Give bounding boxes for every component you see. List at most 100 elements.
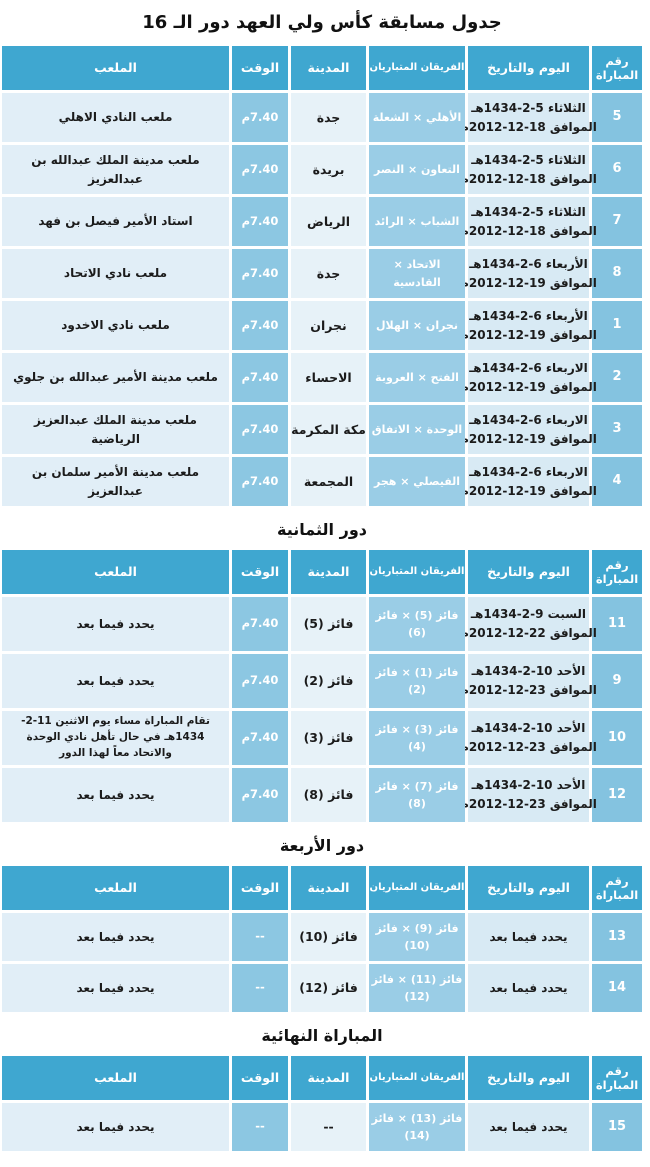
date-cell: الاربعاء 6-2-1434هـ الموافق 19-12-2012م: [460, 405, 597, 454]
match-number-cell: 2: [592, 353, 642, 402]
col-header-stadium: الملعب: [2, 866, 229, 910]
match-number-cell: 9: [592, 654, 642, 708]
col-header-stadium: الملعب: [2, 1056, 229, 1100]
col-header-match-no: رقم المباراة: [592, 1056, 642, 1100]
match-number-cell: 1: [592, 301, 642, 350]
teams-cell: الاتحاد × القادسية: [369, 249, 465, 298]
date-cell: الأربعاء 6-2-1434هـ الموافق 19-12-2012م: [460, 249, 597, 298]
col-header-teams: الفريقان المتباريان: [369, 1056, 465, 1100]
date-cell: الثلاثاء 5-2-1434هـ الموافق 18-12-2012م: [460, 93, 597, 142]
match-number-cell: 14: [592, 964, 642, 1012]
section-title-semifinals: دور الأربعة: [279, 836, 365, 855]
date-cell: الأربعاء 6-2-1434هـ الموافق 19-12-2012م: [460, 301, 597, 350]
time-cell: 7.40م: [232, 457, 288, 506]
match-number-cell: 5: [592, 93, 642, 142]
col-header-stadium: الملعب: [2, 550, 229, 594]
city-cell: الرياض: [291, 197, 366, 246]
date-cell: يحدد فيما بعد: [468, 913, 589, 961]
date-cell: السبت 9-2-1434هـ الموافق 22-12-2012م: [460, 597, 597, 651]
table-header-row: رقم المباراة اليوم والتاريخ الفريقان الم…: [2, 46, 642, 90]
col-header-date: اليوم والتاريخ: [468, 46, 589, 90]
time-cell: 7.40م: [232, 597, 288, 651]
match-row: 15 يحدد فيما بعد فائز (13) × فائز (14) -…: [2, 1103, 642, 1151]
round-of-4-table: رقم المباراة اليوم والتاريخ الفريقان الم…: [2, 866, 642, 1012]
match-number-cell: 15: [592, 1103, 642, 1151]
time-cell: 7.40م: [232, 654, 288, 708]
stadium-cell: يحدد فيما بعد: [2, 654, 229, 708]
match-number-cell: 4: [592, 457, 642, 506]
city-cell: فائز (12): [291, 964, 366, 1012]
city-cell: الاحساء: [291, 353, 366, 402]
city-cell: فائز (3): [291, 711, 366, 765]
time-cell: 7.40م: [232, 249, 288, 298]
col-header-date: اليوم والتاريخ: [468, 550, 589, 594]
match-row: 1 الأربعاء 6-2-1434هـ الموافق 19-12-2012…: [2, 301, 642, 350]
teams-cell: فائز (9) × فائز (10): [369, 913, 465, 961]
col-header-date: اليوم والتاريخ: [468, 1056, 589, 1100]
stadium-cell: ملعب مدينة الأمير عبدالله بن جلوي: [2, 353, 229, 402]
col-header-stadium: الملعب: [2, 46, 229, 90]
col-header-teams: الفريقان المتباريان: [369, 46, 465, 90]
city-cell: بريدة: [291, 145, 366, 194]
time-cell: 7.40م: [232, 711, 288, 765]
time-cell: 7.40م: [232, 768, 288, 822]
date-cell: الاربعاء 6-2-1434هـ الموافق 19-12-2012م: [460, 353, 597, 402]
final-match-table: رقم المباراة اليوم والتاريخ الفريقان الم…: [2, 1056, 642, 1151]
teams-cell: فائز (11) × فائز (12): [369, 964, 465, 1012]
city-cell: فائز (8): [291, 768, 366, 822]
stadium-cell: ملعب النادي الاهلي: [2, 93, 229, 142]
match-row: 9 الأحد 10-2-1434هـ الموافق 23-12-2012م …: [2, 654, 642, 708]
match-row: 4 الاربعاء 6-2-1434هـ الموافق 19-12-2012…: [2, 457, 642, 506]
col-header-teams: الفريقان المتباريان: [369, 866, 465, 910]
col-header-time: الوقت: [232, 866, 288, 910]
col-header-time: الوقت: [232, 550, 288, 594]
col-header-date: اليوم والتاريخ: [468, 866, 589, 910]
match-row: 14 يحدد فيما بعد فائز (11) × فائز (12) ف…: [2, 964, 642, 1012]
stadium-cell: ملعب مدينة الأمير سلمان بن عبدالعزيز: [2, 457, 229, 506]
date-cell: الأحد 10-2-1434هـ الموافق 23-12-2012م: [460, 654, 597, 708]
time-cell: --: [232, 913, 288, 961]
stadium-cell: ملعب مدينة الملك عبدالعزيز الرياضية: [2, 405, 229, 454]
col-header-city: المدينة: [291, 866, 366, 910]
time-cell: 7.40م: [232, 301, 288, 350]
section-title-quarterfinals: دور الثمانية: [277, 520, 367, 539]
stadium-cell: يحدد فيما بعد: [2, 1103, 229, 1151]
teams-cell: الفيصلي × هجر: [369, 457, 465, 506]
match-row: 5 الثلاثاء 5-2-1434هـ الموافق 18-12-2012…: [2, 93, 642, 142]
teams-cell: نجران × الهلال: [369, 301, 465, 350]
date-cell: يحدد فيما بعد: [468, 1103, 589, 1151]
city-cell: --: [291, 1103, 366, 1151]
time-cell: --: [232, 964, 288, 1012]
table-header-row: رقم المباراة اليوم والتاريخ الفريقان الم…: [2, 866, 642, 910]
date-cell: الاربعاء 6-2-1434هـ الموافق 19-12-2012م: [460, 457, 597, 506]
stadium-cell: ملعب نادي الاتحاد: [2, 249, 229, 298]
table-header-row: رقم المباراة اليوم والتاريخ الفريقان الم…: [2, 1056, 642, 1100]
teams-cell: فائز (13) × فائز (14): [369, 1103, 465, 1151]
stadium-cell: يحدد فيما بعد: [2, 913, 229, 961]
stadium-cell: يحدد فيما بعد: [2, 597, 229, 651]
match-row: 12 الأحد 10-2-1434هـ الموافق 23-12-2012م…: [2, 768, 642, 822]
teams-cell: فائز (1) × فائز (2): [369, 654, 465, 708]
col-header-time: الوقت: [232, 1056, 288, 1100]
stadium-cell: استاد الأمير فيصل بن فهد: [2, 197, 229, 246]
match-number-cell: 10: [592, 711, 642, 765]
time-cell: 7.40م: [232, 405, 288, 454]
city-cell: مكة المكرمة: [291, 405, 366, 454]
stadium-cell: ملعب نادي الاخدود: [2, 301, 229, 350]
match-row: 11 السبت 9-2-1434هـ الموافق 22-12-2012م …: [2, 597, 642, 651]
col-header-match-no: رقم المباراة: [592, 866, 642, 910]
teams-cell: الوحدة × الاتفاق: [369, 405, 465, 454]
col-header-city: المدينة: [291, 550, 366, 594]
col-header-city: المدينة: [291, 46, 366, 90]
date-cell: الثلاثاء 5-2-1434هـ الموافق 18-12-2012م: [460, 197, 597, 246]
stadium-cell: يحدد فيما بعد: [2, 768, 229, 822]
col-header-teams: الفريقان المتباريان: [369, 550, 465, 594]
match-number-cell: 7: [592, 197, 642, 246]
teams-cell: الأهلي × الشعلة: [369, 93, 465, 142]
col-header-match-no: رقم المباراة: [592, 550, 642, 594]
city-cell: نجران: [291, 301, 366, 350]
teams-cell: الشباب × الرائد: [369, 197, 465, 246]
teams-cell: فائز (5) × فائز (6): [369, 597, 465, 651]
match-number-cell: 3: [592, 405, 642, 454]
